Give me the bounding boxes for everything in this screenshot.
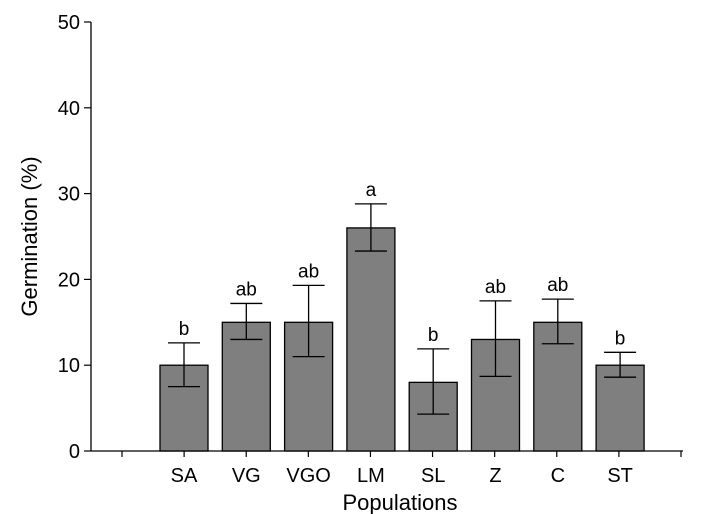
y-tick-label: 20: [58, 269, 80, 291]
significance-label: ab: [485, 277, 506, 298]
bar-vg: [221, 321, 271, 452]
bars: [159, 227, 645, 452]
x-tick-label: ST: [607, 465, 633, 487]
x-axis-title: Populations: [343, 490, 458, 514]
x-ticks: SA VG VGO LM SL Z C ST: [121, 451, 682, 487]
x-tick-label: LM: [357, 465, 385, 487]
bar-st: [595, 364, 645, 452]
significance-label: a: [366, 180, 377, 201]
y-axis-title: Germination (%): [17, 156, 42, 316]
significance-label: ab: [236, 279, 257, 300]
y-tick-label: 10: [58, 355, 80, 377]
x-tick-label: Z: [489, 465, 501, 487]
x-tick-label: C: [551, 465, 565, 487]
significance-label: b: [179, 319, 190, 340]
y-tick-label: 30: [58, 184, 80, 206]
significance-label: b: [428, 325, 439, 346]
significance-label: b: [615, 328, 626, 349]
y-tick-label: 0: [69, 441, 80, 463]
y-tick-label: 50: [58, 12, 80, 34]
x-tick-label: SA: [171, 465, 198, 487]
y-ticks: 0 10 20 30 40 50: [58, 12, 91, 463]
x-tick-label: SL: [421, 465, 445, 487]
significance-label: ab: [547, 275, 568, 296]
y-tick-label: 40: [58, 98, 80, 120]
error-bars: [168, 203, 637, 415]
significance-label: ab: [298, 261, 319, 282]
x-tick-label: VG: [232, 465, 261, 487]
x-tick-label: VGO: [286, 465, 330, 487]
bar-lm: [346, 227, 396, 452]
